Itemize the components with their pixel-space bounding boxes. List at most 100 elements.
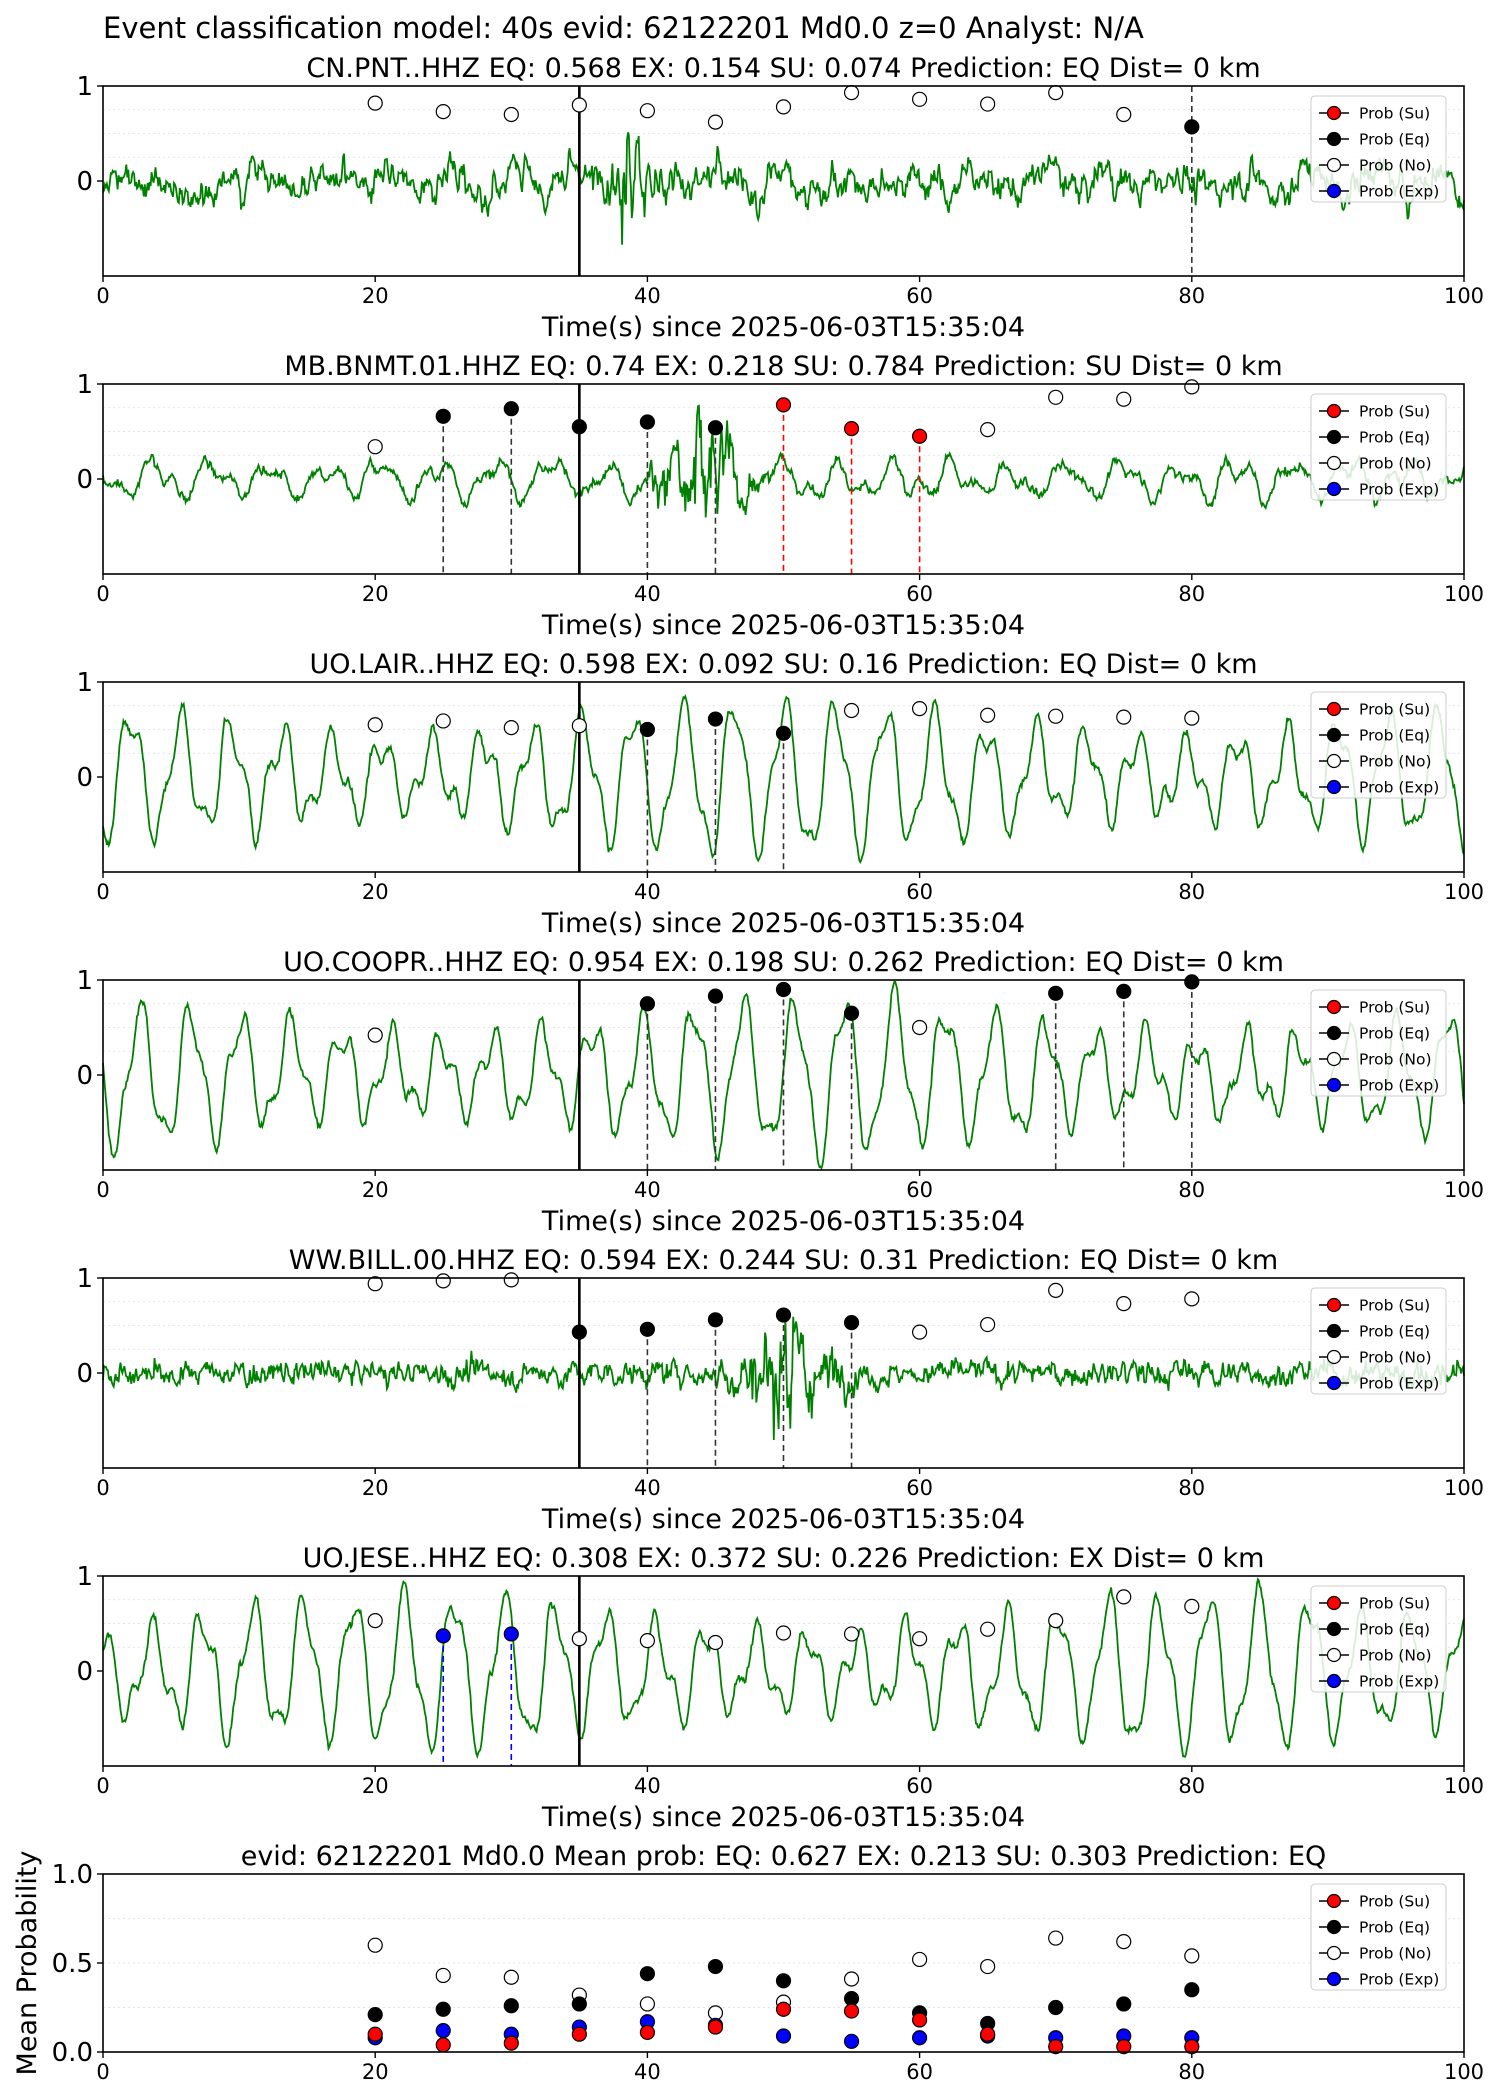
legend-box (1310, 1585, 1447, 1693)
x-tick-label: 80 (1178, 880, 1205, 904)
x-tick-label: 0 (96, 2060, 109, 2084)
prob-marker (1184, 1598, 1200, 1615)
x-axis-label: Time(s) since 2025-06-03T15:35:04 (541, 312, 1025, 343)
prob-marker (775, 1307, 792, 1323)
legend-label: Prob (Su) (1359, 1595, 1430, 1613)
prob-marker (367, 717, 383, 733)
panel-1: CN.PNT..HHZ EQ: 0.568 EX: 0.154 SU: 0.07… (76, 53, 1484, 343)
mean-prob-marker (1184, 1948, 1200, 1964)
x-tick-label: 100 (1444, 284, 1484, 308)
x-axis-label: Time(s) since 2025-06-03T15:35:04 (541, 1802, 1025, 1833)
prob-marker (367, 439, 383, 455)
panel-title: CN.PNT..HHZ EQ: 0.568 EX: 0.154 SU: 0.07… (306, 53, 1260, 84)
x-tick-label: 40 (634, 880, 661, 904)
y-tick-label: 0 (76, 763, 93, 793)
x-tick-label: 20 (362, 582, 389, 606)
prob-marker (639, 996, 656, 1012)
prob-marker (843, 1626, 860, 1642)
mean-prob-marker (367, 1937, 383, 1953)
prob-marker (980, 422, 996, 438)
prob-marker (639, 1321, 656, 1337)
prob-marker (1116, 983, 1132, 1000)
legend-box (1310, 1287, 1447, 1395)
legend-label: Prob (Exp) (1359, 481, 1439, 499)
legend: Prob (Su) Prob (Eq) Prob (No) Prob (Exp) (1310, 95, 1447, 203)
legend-marker (1326, 701, 1342, 717)
y-tick-label: 1 (76, 370, 93, 400)
figure-suptitle: Event classification model: 40s evid: 62… (103, 11, 1144, 45)
mean-prob-marker (775, 2001, 792, 2017)
x-tick-label: 60 (906, 284, 933, 308)
x-tick-label: 20 (362, 2060, 389, 2084)
legend-marker (1326, 1971, 1342, 1987)
legend-label: Prob (No) (1359, 455, 1432, 473)
mean-prob-marker (435, 1967, 451, 1984)
panel-title: evid: 62122201 Md0.0 Mean prob: EQ: 0.62… (241, 1841, 1327, 1872)
legend-marker (1326, 1621, 1342, 1637)
x-tick-label: 40 (634, 284, 661, 308)
y-tick-label: 0 (76, 167, 93, 197)
mean-prob-marker (843, 1971, 860, 1987)
legend-label: Prob (Su) (1359, 1893, 1430, 1911)
mean-prob-marker (1116, 2039, 1132, 2055)
mean-prob-marker (980, 1958, 996, 1975)
mean-prob-marker (571, 2026, 587, 2042)
prob-marker (911, 1019, 928, 1036)
prob-marker (435, 1273, 451, 1289)
panel-5: WW.BILL.00.HHZ EQ: 0.594 EX: 0.244 SU: 0… (76, 1245, 1484, 1535)
mean-prob-marker (980, 2026, 996, 2042)
prob-marker (980, 707, 996, 723)
mean-prob-marker (843, 2003, 860, 2019)
x-tick-label: 80 (1178, 284, 1205, 308)
legend-marker (1326, 1297, 1342, 1313)
legend-marker (1326, 1647, 1342, 1663)
mean-prob-marker (911, 1951, 928, 1968)
prob-marker (367, 1276, 383, 1292)
x-tick-label: 60 (906, 880, 933, 904)
y-tick-label: 1 (76, 668, 93, 698)
prob-marker (1116, 1296, 1132, 1312)
legend-marker (1326, 999, 1342, 1015)
x-tick-label: 40 (634, 1774, 661, 1798)
mean-prob-marker (503, 1998, 519, 2014)
legend-marker (1326, 455, 1342, 471)
prob-marker (1048, 85, 1064, 101)
x-tick-label: 20 (362, 1774, 389, 1798)
prob-marker (639, 414, 656, 430)
panels-container: CN.PNT..HHZ EQ: 0.568 EX: 0.154 SU: 0.07… (12, 53, 1484, 2084)
panel-6: UO.JESE..HHZ EQ: 0.308 EX: 0.372 SU: 0.2… (76, 1543, 1484, 1833)
legend-label: Prob (Exp) (1359, 1673, 1439, 1691)
panel-title: UO.JESE..HHZ EQ: 0.308 EX: 0.372 SU: 0.2… (303, 1543, 1265, 1574)
prob-marker (707, 420, 724, 436)
y-axis-label: Mean Probability (12, 1851, 43, 2076)
mean-prob-marker (435, 2037, 451, 2053)
prob-marker (1116, 106, 1132, 123)
prob-marker (707, 1312, 724, 1328)
x-tick-label: 60 (906, 2060, 933, 2084)
legend-marker (1326, 1323, 1342, 1339)
prob-marker (775, 1625, 792, 1641)
x-tick-label: 100 (1444, 1774, 1484, 1798)
mean-prob-marker (435, 2001, 451, 2017)
prob-marker (503, 401, 519, 417)
panel-4: UO.COOPR..HHZ EQ: 0.954 EX: 0.198 SU: 0.… (76, 947, 1484, 1237)
prob-marker (503, 1626, 519, 1642)
legend-label: Prob (Eq) (1359, 1919, 1430, 1937)
prob-marker (367, 95, 383, 111)
x-tick-label: 100 (1444, 2060, 1484, 2084)
legend-marker (1326, 1025, 1342, 1041)
prob-marker (503, 106, 519, 123)
legend-marker (1326, 753, 1342, 769)
prob-marker (1184, 379, 1200, 395)
prob-marker (980, 1621, 996, 1637)
prob-marker (639, 1632, 656, 1649)
prob-marker (435, 1628, 451, 1644)
x-tick-label: 20 (362, 1178, 389, 1202)
legend: Prob (Su) Prob (Eq) Prob (No) Prob (Exp) (1310, 393, 1447, 501)
mean-prob-marker (775, 1973, 792, 1989)
x-tick-label: 40 (634, 582, 661, 606)
legend-box (1310, 1883, 1447, 1991)
prob-marker (1184, 119, 1200, 135)
